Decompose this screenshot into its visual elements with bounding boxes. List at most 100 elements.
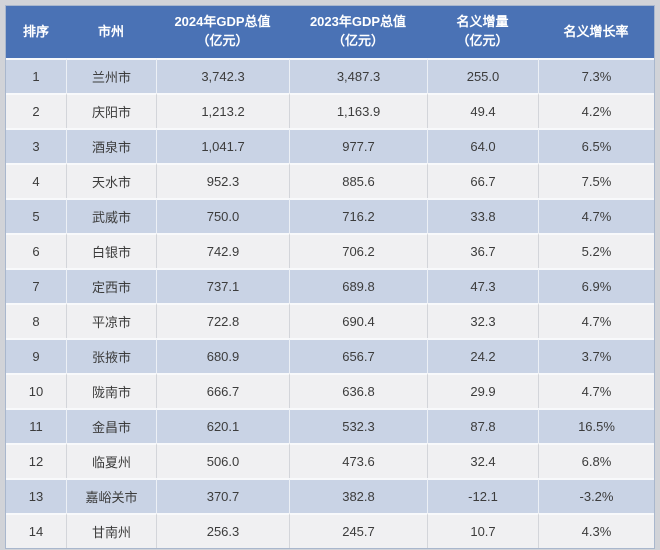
cell-nominal-increase: 36.7 xyxy=(427,233,538,268)
column-header-label: 名义增长率 xyxy=(563,23,629,39)
cell-nominal-increase: 66.7 xyxy=(427,163,538,198)
cell-city: 金昌市 xyxy=(66,408,156,443)
cell-rank: 2 xyxy=(6,93,66,128)
column-header-4: 2023年GDP总值 （亿元） xyxy=(289,6,427,58)
cell-city: 甘南州 xyxy=(66,513,156,548)
cell-rank: 14 xyxy=(6,513,66,548)
table-body: 1 兰州市 3,742.3 3,487.3 255.0 7.3% 2 庆阳市 1,213.2 1,… xyxy=(6,58,654,548)
cell-gdp-2024: 750.0 xyxy=(156,198,289,233)
cell-nominal-growth-rate: 4.7% xyxy=(538,303,654,338)
cell-gdp-2024: 680.9 xyxy=(156,338,289,373)
cell-gdp-2023: 636.8 xyxy=(289,373,427,408)
table-row: 7 定西市 737.1 689.8 47.3 6.9% xyxy=(6,268,654,303)
cell-gdp-2023: 706.2 xyxy=(289,233,427,268)
table-row: 13 嘉峪关市 370.7 382.8 -12.1 -3.2% xyxy=(6,478,654,513)
cell-nominal-increase: 10.7 xyxy=(427,513,538,548)
table-row: 5 武威市 750.0 716.2 33.8 4.7% xyxy=(6,198,654,233)
cell-gdp-2023: 1,163.9 xyxy=(289,93,427,128)
column-header-label: 排序 xyxy=(22,23,49,39)
column-header-1: 排序 xyxy=(6,6,66,58)
gdp-ranking-table: 排序 市州 2024年GDP总值 （亿元） 2023年GDP总值 （亿元） 名义增量 （亿元）… xyxy=(5,5,655,549)
cell-rank: 10 xyxy=(6,373,66,408)
column-header-unit: （亿元） xyxy=(196,33,249,48)
cell-nominal-growth-rate: 6.5% xyxy=(538,128,654,163)
cell-gdp-2023: 3,487.3 xyxy=(289,58,427,93)
cell-gdp-2024: 722.8 xyxy=(156,303,289,338)
cell-nominal-growth-rate: 6.8% xyxy=(538,443,654,478)
cell-gdp-2024: 742.9 xyxy=(156,233,289,268)
cell-city: 酒泉市 xyxy=(66,128,156,163)
cell-city: 定西市 xyxy=(66,268,156,303)
table-row: 12 临夏州 506.0 473.6 32.4 6.8% xyxy=(6,443,654,478)
table-row: 8 平凉市 722.8 690.4 32.3 4.7% xyxy=(6,303,654,338)
cell-gdp-2024: 952.3 xyxy=(156,163,289,198)
cell-gdp-2024: 256.3 xyxy=(156,513,289,548)
cell-gdp-2023: 689.8 xyxy=(289,268,427,303)
cell-gdp-2024: 506.0 xyxy=(156,443,289,478)
cell-gdp-2023: 977.7 xyxy=(289,128,427,163)
cell-gdp-2024: 737.1 xyxy=(156,268,289,303)
cell-nominal-growth-rate: 4.3% xyxy=(538,513,654,548)
cell-city: 庆阳市 xyxy=(66,93,156,128)
cell-nominal-growth-rate: 3.7% xyxy=(538,338,654,373)
cell-nominal-growth-rate: 5.2% xyxy=(538,233,654,268)
cell-rank: 9 xyxy=(6,338,66,373)
cell-city: 武威市 xyxy=(66,198,156,233)
cell-rank: 4 xyxy=(6,163,66,198)
cell-gdp-2024: 3,742.3 xyxy=(156,58,289,93)
cell-nominal-growth-rate: 4.7% xyxy=(538,198,654,233)
cell-rank: 13 xyxy=(6,478,66,513)
cell-city: 天水市 xyxy=(66,163,156,198)
cell-rank: 12 xyxy=(6,443,66,478)
table-header: 排序 市州 2024年GDP总值 （亿元） 2023年GDP总值 （亿元） 名义增量 （亿元）… xyxy=(6,6,654,58)
table-row: 10 陇南市 666.7 636.8 29.9 4.7% xyxy=(6,373,654,408)
cell-gdp-2023: 716.2 xyxy=(289,198,427,233)
cell-rank: 8 xyxy=(6,303,66,338)
cell-rank: 1 xyxy=(6,58,66,93)
header-row: 排序 市州 2024年GDP总值 （亿元） 2023年GDP总值 （亿元） 名义增量 （亿元）… xyxy=(6,6,654,58)
table-row: 11 金昌市 620.1 532.3 87.8 16.5% xyxy=(6,408,654,443)
column-header-unit: （亿元） xyxy=(456,33,509,48)
cell-nominal-growth-rate: 6.9% xyxy=(538,268,654,303)
column-header-label: 2023年GDP总值 xyxy=(309,14,407,30)
table-row: 2 庆阳市 1,213.2 1,163.9 49.4 4.2% xyxy=(6,93,654,128)
cell-rank: 6 xyxy=(6,233,66,268)
cell-nominal-increase: 49.4 xyxy=(427,93,538,128)
cell-nominal-growth-rate: 7.3% xyxy=(538,58,654,93)
cell-gdp-2024: 666.7 xyxy=(156,373,289,408)
column-header-label: 名义增量 xyxy=(456,14,509,30)
cell-city: 张掖市 xyxy=(66,338,156,373)
cell-nominal-increase: 33.8 xyxy=(427,198,538,233)
cell-rank: 11 xyxy=(6,408,66,443)
cell-nominal-increase: 29.9 xyxy=(427,373,538,408)
table-row: 1 兰州市 3,742.3 3,487.3 255.0 7.3% xyxy=(6,58,654,93)
cell-nominal-growth-rate: 4.2% xyxy=(538,93,654,128)
cell-gdp-2024: 1,041.7 xyxy=(156,128,289,163)
cell-rank: 5 xyxy=(6,198,66,233)
column-header-5: 名义增量 （亿元） xyxy=(427,6,538,58)
cell-gdp-2023: 245.7 xyxy=(289,513,427,548)
cell-nominal-growth-rate: 7.5% xyxy=(538,163,654,198)
cell-rank: 7 xyxy=(6,268,66,303)
table-row: 6 白银市 742.9 706.2 36.7 5.2% xyxy=(6,233,654,268)
column-header-2: 市州 xyxy=(66,6,156,58)
cell-nominal-growth-rate: -3.2% xyxy=(538,478,654,513)
cell-gdp-2023: 656.7 xyxy=(289,338,427,373)
table-row: 14 甘南州 256.3 245.7 10.7 4.3% xyxy=(6,513,654,548)
column-header-6: 名义增长率 xyxy=(538,6,654,58)
column-header-unit: （亿元） xyxy=(331,33,384,48)
cell-nominal-growth-rate: 4.7% xyxy=(538,373,654,408)
cell-city: 陇南市 xyxy=(66,373,156,408)
table-row: 9 张掖市 680.9 656.7 24.2 3.7% xyxy=(6,338,654,373)
cell-nominal-increase: 32.3 xyxy=(427,303,538,338)
cell-nominal-increase: 255.0 xyxy=(427,58,538,93)
cell-gdp-2024: 370.7 xyxy=(156,478,289,513)
cell-city: 平凉市 xyxy=(66,303,156,338)
cell-gdp-2023: 690.4 xyxy=(289,303,427,338)
cell-nominal-growth-rate: 16.5% xyxy=(538,408,654,443)
table-row: 3 酒泉市 1,041.7 977.7 64.0 6.5% xyxy=(6,128,654,163)
cell-gdp-2024: 1,213.2 xyxy=(156,93,289,128)
cell-city: 白银市 xyxy=(66,233,156,268)
cell-rank: 3 xyxy=(6,128,66,163)
cell-gdp-2023: 885.6 xyxy=(289,163,427,198)
